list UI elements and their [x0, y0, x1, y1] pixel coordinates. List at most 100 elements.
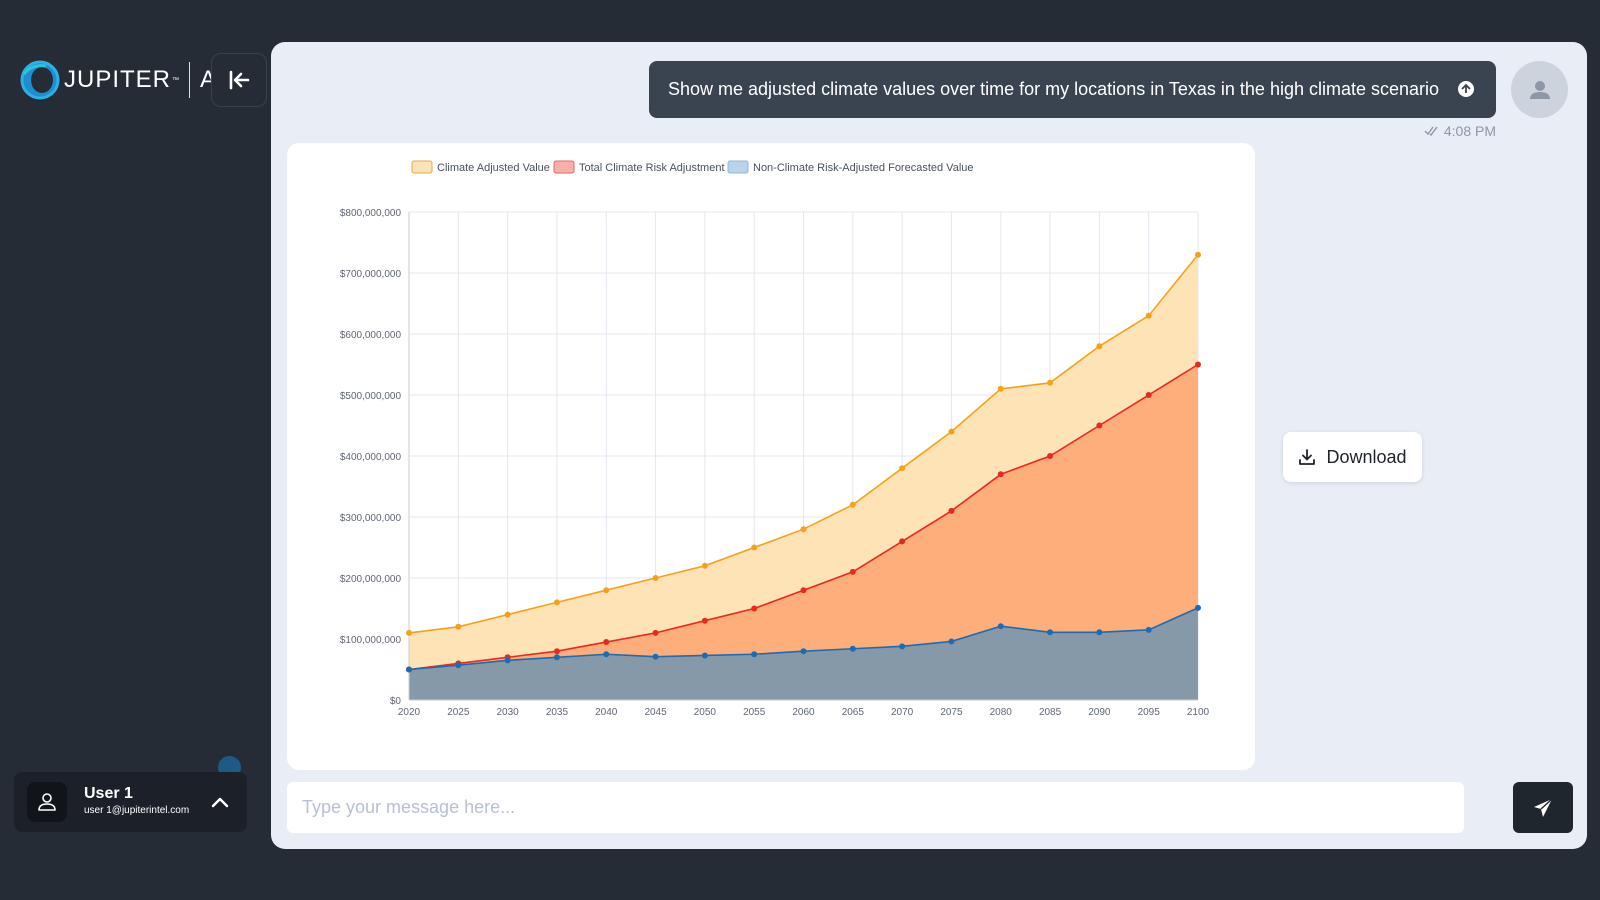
risk-adjustment-point	[899, 538, 906, 545]
x-tick-label: 2045	[644, 707, 667, 718]
climate-adjusted-point	[455, 623, 462, 630]
chevron-up-icon	[211, 797, 229, 808]
message-input[interactable]	[287, 782, 1464, 833]
user-name: User 1	[84, 785, 133, 802]
non-climate-point	[455, 662, 462, 669]
non-climate-point	[652, 653, 659, 660]
y-tick-label: $300,000,000	[340, 513, 402, 524]
y-tick-label: $200,000,000	[340, 574, 402, 585]
risk-adjustment-point	[1096, 422, 1103, 429]
x-tick-label: 2040	[595, 707, 618, 718]
non-climate-point	[406, 666, 412, 673]
y-tick-label: $100,000,000	[340, 635, 402, 646]
user-avatar	[27, 782, 67, 822]
upload-arrow-icon[interactable]	[1456, 79, 1476, 99]
climate-adjusted-legend-label: Climate Adjusted Value	[437, 162, 550, 174]
y-tick-label: $800,000,000	[340, 208, 402, 219]
x-tick-label: 2065	[842, 707, 865, 718]
risk-adjustment-point	[603, 639, 610, 646]
risk-adjustment-point	[553, 648, 560, 655]
download-icon	[1299, 449, 1316, 465]
user-message-bubble: Show me adjusted climate values over tim…	[649, 61, 1496, 118]
climate-area-chart: $0 $100,000,000 $200,000,000 $300,000,000 $4…	[340, 160, 1210, 718]
app-logo: JUPITER ™ AI	[20, 60, 223, 100]
logo-trademark: ™	[172, 76, 180, 84]
send-button[interactable]	[1513, 782, 1573, 833]
x-tick-label: 2050	[694, 707, 717, 718]
download-label: Download	[1326, 446, 1407, 467]
climate-adjusted-point	[1145, 312, 1152, 319]
climate-adjusted-point	[1195, 251, 1201, 258]
x-tick-label: 2070	[891, 707, 914, 718]
chat-panel: Show me adjusted climate values over tim…	[271, 42, 1587, 849]
x-tick-label: 2085	[1039, 707, 1062, 718]
non-climate-point	[997, 623, 1004, 630]
non-climate-point	[948, 638, 955, 645]
x-tick-label: 2020	[398, 707, 421, 718]
climate-adjusted-legend-swatch	[411, 160, 433, 174]
x-tick-label: 2080	[990, 707, 1013, 718]
person-icon	[1529, 80, 1550, 99]
climate-adjusted-point	[701, 562, 708, 569]
y-tick-label: $700,000,000	[340, 269, 402, 280]
risk-adjustment-point	[948, 507, 955, 514]
non-climate-point	[1145, 626, 1152, 633]
x-tick-label: 2100	[1187, 707, 1210, 718]
climate-adjusted-point	[652, 575, 659, 581]
risk-adjustment-point	[800, 587, 807, 594]
climate-adjusted-point	[1047, 379, 1054, 386]
non-climate-legend-label: Non-Climate Risk-Adjusted Forecasted Val…	[753, 162, 974, 174]
risk-adjustment-point	[701, 617, 708, 624]
user-menu-toggle[interactable]	[205, 787, 235, 817]
climate-adjusted-point	[504, 611, 511, 618]
chart-card: $0 $100,000,000 $200,000,000 $300,000,000 $4…	[287, 143, 1255, 770]
non-climate-point	[553, 654, 560, 661]
risk-adjustment-legend-swatch	[553, 160, 575, 174]
climate-adjusted-point	[899, 465, 906, 472]
download-button[interactable]: Download	[1283, 432, 1422, 482]
x-tick-label: 2095	[1138, 707, 1161, 718]
climate-adjusted-point	[603, 587, 610, 594]
non-climate-point	[751, 651, 758, 658]
non-climate-point	[504, 657, 511, 664]
send-icon	[1534, 797, 1553, 817]
jupiter-logo-icon	[20, 60, 60, 100]
user-avatar-right	[1511, 61, 1568, 118]
climate-adjusted-point	[948, 428, 955, 435]
collapse-sidebar-button[interactable]	[211, 53, 267, 107]
risk-adjustment-legend-label: Total Climate Risk Adjustment	[579, 162, 725, 174]
x-tick-label: 2075	[940, 707, 963, 718]
message-meta: 4:08 PM	[1421, 122, 1496, 140]
risk-adjustment-point	[1145, 392, 1152, 398]
user-message-text: Show me adjusted climate values over tim…	[668, 79, 1440, 99]
non-climate-point	[1195, 604, 1201, 611]
user-info: User 1 user 1@jupiterintel.com	[84, 785, 205, 819]
risk-adjustment-point	[1047, 453, 1054, 459]
y-tick-label: $0	[390, 696, 402, 707]
y-tick-label: $400,000,000	[340, 452, 402, 463]
non-climate-point	[701, 652, 708, 659]
non-climate-point	[899, 643, 906, 650]
risk-adjustment-point	[849, 568, 856, 575]
x-tick-label: 2055	[743, 707, 766, 718]
climate-adjusted-point	[849, 501, 856, 508]
non-climate-point	[800, 648, 807, 655]
risk-adjustment-point	[751, 605, 758, 612]
x-tick-label: 2025	[447, 707, 470, 718]
non-climate-point	[1096, 629, 1103, 636]
x-tick-label: 2035	[546, 707, 569, 718]
risk-adjustment-point	[1195, 361, 1201, 368]
user-profile-card[interactable]: User 1 user 1@jupiterintel.com	[14, 772, 247, 832]
y-tick-label: $600,000,000	[340, 330, 402, 341]
climate-adjusted-point	[997, 385, 1004, 392]
x-tick-label: 2030	[497, 707, 520, 718]
sidebar: JUPITER ™ AI User 1 user 1@jupiterintel.…	[0, 0, 270, 900]
y-tick-label: $500,000,000	[340, 391, 402, 402]
climate-adjusted-point	[406, 629, 412, 636]
non-climate-point	[603, 651, 610, 658]
user-email: user 1@jupiterintel.com	[84, 805, 190, 816]
non-climate-point	[849, 645, 856, 652]
climate-adjusted-point	[751, 544, 758, 551]
x-tick-label: 2090	[1088, 707, 1111, 718]
climate-adjusted-point	[553, 599, 560, 606]
